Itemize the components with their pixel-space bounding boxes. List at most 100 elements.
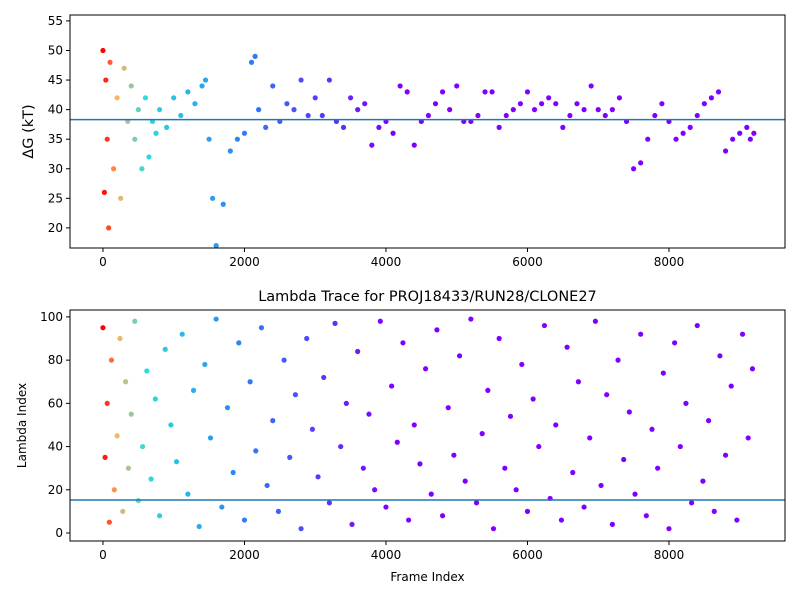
point xyxy=(241,130,248,136)
y-tick-label: 20 xyxy=(48,483,63,497)
point xyxy=(199,83,205,89)
point xyxy=(519,361,525,368)
point xyxy=(362,101,368,107)
point xyxy=(139,443,146,450)
point xyxy=(638,331,644,337)
point xyxy=(213,316,219,322)
point xyxy=(722,452,729,458)
point xyxy=(517,101,523,107)
point xyxy=(479,431,485,437)
point xyxy=(372,487,378,493)
point xyxy=(383,504,389,510)
point xyxy=(247,379,253,385)
chart-title: Lambda Trace for PROJ18433/RUN28/CLONE27 xyxy=(258,289,597,305)
point xyxy=(400,340,406,346)
point xyxy=(598,482,604,489)
point xyxy=(602,112,608,119)
point xyxy=(139,166,145,172)
x-tick-label: 6000 xyxy=(512,255,543,269)
y-tick-label: 25 xyxy=(48,191,63,205)
point xyxy=(496,124,502,130)
point xyxy=(531,107,538,113)
point xyxy=(101,189,107,196)
point xyxy=(389,383,395,389)
x-tick-label: 0 xyxy=(99,548,107,562)
point xyxy=(462,478,468,484)
point xyxy=(132,136,138,142)
point xyxy=(609,107,615,113)
point xyxy=(615,357,621,363)
point xyxy=(454,83,460,89)
point xyxy=(536,443,542,450)
point xyxy=(666,526,672,532)
point xyxy=(230,469,236,476)
point xyxy=(422,366,429,372)
point xyxy=(256,107,262,113)
y-tick-label: 80 xyxy=(48,353,63,367)
point xyxy=(397,83,403,89)
point xyxy=(411,422,417,428)
top-axes: 0 2000 4000 6000 8000 20 25 30 35 40 45 50 55 ΔG (kT) xyxy=(21,14,786,269)
point xyxy=(298,77,304,83)
y-tick-label: 60 xyxy=(48,396,63,410)
point xyxy=(439,89,446,95)
point xyxy=(148,476,154,482)
point xyxy=(745,435,751,441)
point xyxy=(700,478,706,484)
point xyxy=(258,325,265,331)
point xyxy=(404,89,410,95)
point xyxy=(649,426,655,432)
point xyxy=(546,95,552,101)
point xyxy=(425,112,432,119)
y-tick-label: 55 xyxy=(48,14,63,28)
point xyxy=(673,136,679,142)
point xyxy=(162,346,168,352)
point xyxy=(121,65,127,71)
x-tick-label: 4000 xyxy=(371,255,402,269)
point xyxy=(168,422,174,428)
point xyxy=(366,411,372,417)
point xyxy=(451,452,457,458)
x-tick-label: 2000 xyxy=(229,548,260,562)
point xyxy=(604,392,610,398)
point xyxy=(227,148,233,154)
point xyxy=(118,195,124,201)
point xyxy=(114,95,120,101)
point xyxy=(655,465,661,471)
y-axis-label: Lambda Index xyxy=(15,383,29,468)
point xyxy=(524,89,531,95)
point xyxy=(108,357,115,363)
point xyxy=(439,513,446,519)
point xyxy=(103,77,109,83)
point xyxy=(570,469,576,476)
point xyxy=(106,225,112,231)
point xyxy=(179,331,185,337)
point xyxy=(717,353,723,359)
point xyxy=(632,491,638,497)
y-tick-label: 30 xyxy=(48,162,63,176)
point xyxy=(475,112,481,119)
point xyxy=(575,379,582,385)
point xyxy=(539,101,545,107)
point xyxy=(592,318,598,324)
point xyxy=(689,500,695,506)
point xyxy=(541,322,548,329)
point xyxy=(482,89,488,95)
point xyxy=(739,331,746,337)
point xyxy=(100,47,106,54)
point xyxy=(213,243,219,248)
point xyxy=(558,517,565,523)
point xyxy=(343,400,349,406)
point xyxy=(123,379,129,385)
point xyxy=(394,439,400,445)
point xyxy=(417,461,423,467)
point xyxy=(309,426,315,432)
point xyxy=(107,59,113,65)
y-tick-label: 40 xyxy=(48,103,63,117)
y-tick-label: 50 xyxy=(48,43,63,57)
point xyxy=(192,101,198,107)
point xyxy=(574,101,580,107)
point xyxy=(564,344,570,350)
point xyxy=(645,136,651,142)
